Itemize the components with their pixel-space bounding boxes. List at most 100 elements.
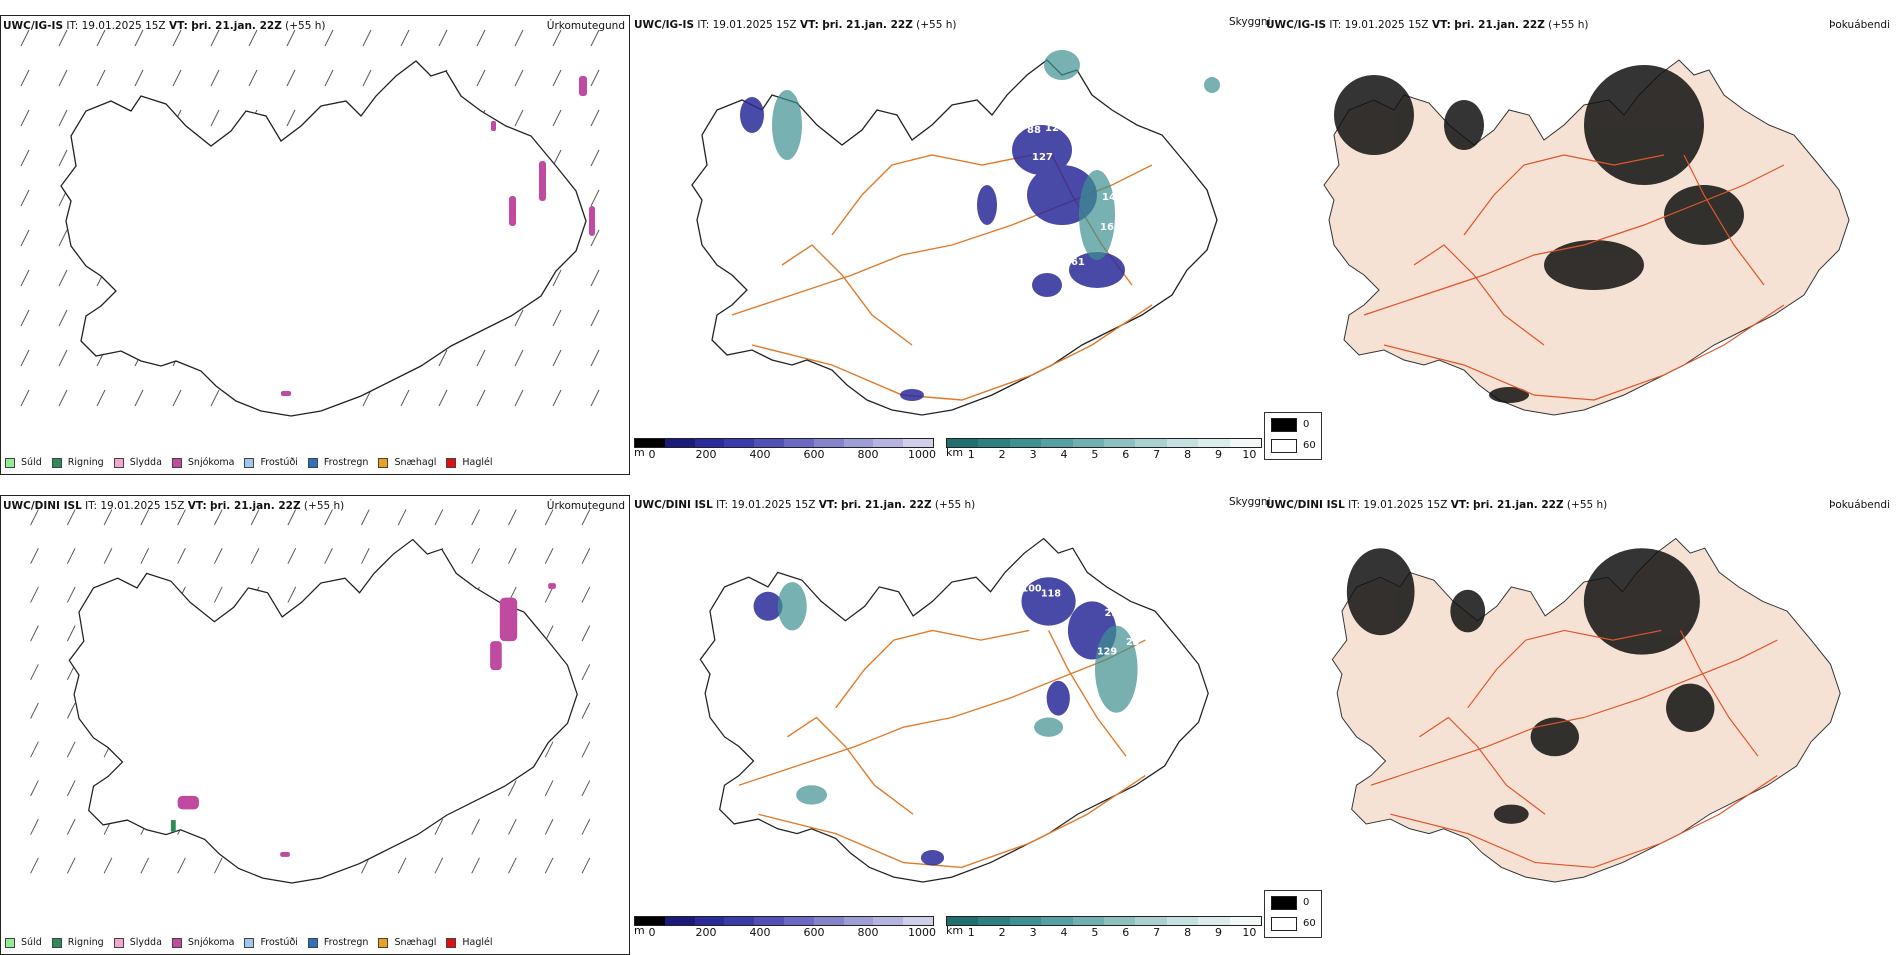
road-line [1370,639,1778,786]
wind-barb [581,625,591,642]
wind-barb [134,69,144,87]
wind-barb [590,389,600,407]
wind-barb [140,509,150,526]
wind-barb [58,69,68,87]
ceiling-color-scale: 0 200 400 600 800 1000 [634,438,936,461]
wind-barb [471,857,480,874]
ceiling-color-scale: 0 200 400 600 800 1000 [634,916,936,939]
product-label: Skyggni [1229,16,1271,28]
wind-barb [286,109,296,127]
fog-legend: 0 60 [1264,412,1322,460]
visibility-color-scale: 1 2 3 4 5 6 7 8 9 10 [946,438,1262,461]
road-line [1683,154,1765,286]
road-line [835,629,1030,709]
legend-item: Súld [5,937,42,948]
wind-barb [434,509,444,526]
wind-barb [590,269,600,287]
wind-barb [552,389,562,407]
wind-barb [30,741,39,758]
wind-barb [324,548,333,564]
scale-tick-label: 1 [967,926,975,939]
product-label: Þokuábendi [1829,499,1890,511]
wind-barb [66,625,76,642]
wind-barb [476,349,486,367]
wind-barb [324,69,334,87]
wind-barb [324,509,333,526]
wind-barb [590,189,600,207]
scale-tick-label: 4 [1060,448,1068,461]
legend-label: Rigning [67,457,104,468]
wind-barb [361,548,370,564]
wind-barb [103,548,113,564]
wind-barb [20,189,30,207]
wind-barb [66,741,76,758]
wind-barb [103,509,113,526]
wind-barb [544,586,554,603]
fog-indicator-panel-top: UWC/IG-IS IT: 19.01.2025 15Z VT: þri. 21… [1264,15,1894,475]
panel-title: UWC/IG-IS IT: 19.01.2025 15Z VT: þri. 21… [3,20,326,32]
legend-item: Slydda [113,937,162,948]
wind-barb [544,548,554,564]
wind-barb [20,349,30,367]
legend-item: Rigning [51,457,104,468]
wind-barb [581,818,591,835]
road-line [1463,154,1665,236]
legend-item: Frostúði [244,937,298,948]
color-bar [634,916,934,926]
wind-barb [514,349,524,367]
product-label: Úrkomutegund [546,20,625,32]
wind-barb [58,149,68,167]
legend-swatch [51,457,62,468]
legend-swatch [113,457,124,468]
wind-barb [250,509,260,526]
legend-label: Súld [21,937,42,948]
legend-swatch [244,457,255,468]
wind-barb [177,857,186,874]
wind-barb [140,857,150,874]
wind-barb [210,109,220,127]
precip-type-panel-bottom: UWC/DINI ISL IT: 19.01.2025 15Z VT: þri.… [0,495,630,955]
scale-tick-label: 7 [1153,926,1161,939]
road-line [758,774,1146,869]
wind-barb [434,818,444,835]
fog-indicator-panel-bottom: UWC/DINI ISL IT: 19.01.2025 15Z VT: þri.… [1264,495,1894,955]
wind-barb [581,509,591,526]
legend-label: Haglél [462,457,493,468]
wind-barb [248,29,258,47]
scale-tick-label: 6 [1122,926,1130,939]
wind-barb [20,149,30,167]
wind-barb [177,548,186,564]
wind-barb [590,109,600,127]
wind-barb [590,149,600,167]
wind-barb [514,309,524,327]
wind-barb [287,586,297,603]
wind-barb [324,29,334,47]
legend-item: Haglél [446,457,493,468]
road-line [751,304,1153,401]
wind-barb [397,857,407,874]
legend-swatch [5,457,15,468]
scale-tick-label: 400 [749,448,771,461]
ceiling-value-label: 14 [1102,192,1116,203]
precip-type-panel-top: UWC/IG-IS IT: 19.01.2025 15Z VT: þri. 21… [0,15,630,475]
wind-barb [514,69,524,87]
wind-barb [434,857,444,874]
legend-swatch [113,937,124,948]
wind-barb [210,69,220,87]
legend-swatch [5,937,15,948]
scale-tick-label: 4 [1060,926,1068,939]
road-line [781,244,913,346]
legend-label: Frostregn [323,937,369,948]
legend-item: Snjókoma [171,937,234,948]
wind-barb [96,389,106,407]
wind-barb [362,29,372,47]
wind-barb [213,509,223,526]
scale-tick-label: 9 [1214,448,1222,461]
wind-barb [508,857,517,874]
wind-barb [552,29,562,47]
iceland-map [1323,59,1850,416]
product-label: Skyggni [1229,496,1271,508]
wind-barb [20,389,30,407]
wind-barb [66,586,76,603]
legend-label: Snæhagl [394,457,437,468]
